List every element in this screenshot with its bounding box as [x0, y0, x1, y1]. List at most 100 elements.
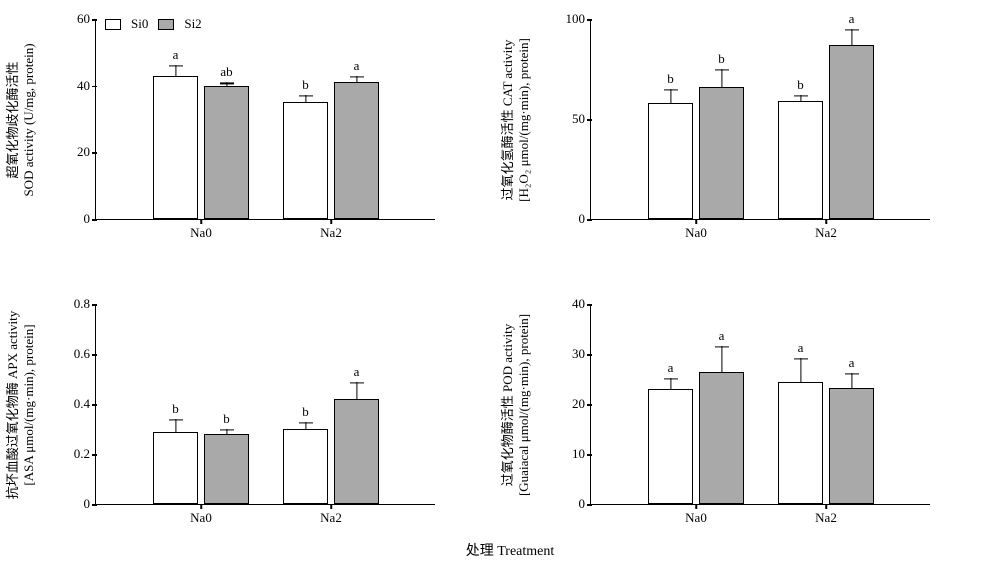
error-cap	[664, 89, 678, 90]
bar-si2	[829, 45, 874, 219]
significance-letter: b	[172, 401, 179, 417]
significance-letter: a	[354, 58, 360, 74]
ytick: 50	[572, 111, 591, 127]
bar-si2	[334, 399, 379, 504]
bar-si2	[829, 388, 874, 505]
error-line	[356, 382, 357, 400]
ytick: 0	[579, 211, 592, 227]
ytick: 0.2	[74, 446, 96, 462]
significance-letter: b	[718, 51, 725, 67]
ytick: 0.8	[74, 296, 96, 312]
xtick-label: Na0	[685, 219, 707, 241]
xtick-label: Na0	[190, 219, 212, 241]
significance-letter: a	[719, 328, 725, 344]
significance-letter: ab	[220, 64, 232, 80]
ytick: 10	[572, 446, 591, 462]
significance-letter: b	[302, 404, 309, 420]
error-line	[721, 69, 722, 87]
error-cap	[169, 419, 183, 420]
bar-si2	[334, 82, 379, 219]
plot-area: 0204060Na0Na2aabba	[95, 20, 435, 220]
error-cap	[350, 382, 364, 383]
xtick-label: Na2	[815, 504, 837, 526]
error-cap	[220, 429, 234, 430]
x-axis-label: 处理 Treatment	[466, 540, 555, 560]
bar-si0	[283, 102, 328, 219]
ytick: 60	[77, 11, 96, 27]
legend: Si0 Si2	[105, 16, 202, 32]
ytick: 0.6	[74, 346, 96, 362]
error-cap	[794, 358, 808, 359]
bar-si0	[153, 76, 198, 219]
error-cap	[299, 95, 313, 96]
ytick: 30	[572, 346, 591, 362]
bar-si2	[699, 372, 744, 505]
panel-apx: 00.20.40.60.8Na0Na2bbba抗坏血酸过氧化物酶 APX act…	[95, 305, 435, 505]
ytick: 20	[572, 396, 591, 412]
error-cap	[715, 69, 729, 70]
error-line	[670, 89, 671, 103]
significance-letter: a	[849, 11, 855, 27]
ytick: 40	[77, 78, 96, 94]
legend-swatch-si0	[105, 19, 121, 30]
legend-swatch-si2	[158, 19, 174, 30]
significance-letter: a	[173, 47, 179, 63]
bar-si0	[778, 382, 823, 505]
significance-letter: b	[797, 77, 804, 93]
error-line	[721, 346, 722, 372]
ytick: 0.4	[74, 396, 96, 412]
xtick-label: Na0	[685, 504, 707, 526]
error-cap	[169, 65, 183, 66]
plot-area: 00.20.40.60.8Na0Na2bbba	[95, 305, 435, 505]
y-axis-label: 超氧化物歧化酶活性SOD activity (U/mg, protein)	[2, 43, 37, 196]
significance-letter: a	[849, 355, 855, 371]
bar-si0	[153, 432, 198, 505]
significance-letter: a	[798, 340, 804, 356]
significance-letter: b	[302, 77, 309, 93]
y-axis-label: 抗坏血酸过氧化物酶 APX activity[ASA μmol/(mg·min)…	[2, 311, 37, 500]
ytick: 20	[77, 144, 96, 160]
plot-area: 050100Na0Na2bbba	[590, 20, 930, 220]
error-cap	[845, 373, 859, 374]
significance-letter: a	[354, 364, 360, 380]
panel-pod: 010203040Na0Na2aaaa过氧化物酶活性 POD activity[…	[590, 305, 930, 505]
error-cap	[794, 95, 808, 96]
panel-sod: 0204060Na0Na2aabba超氧化物歧化酶活性SOD activity …	[95, 20, 435, 220]
xtick-label: Na0	[190, 504, 212, 526]
panel-cat: 050100Na0Na2bbba过氧化氢酶活性 CAT activity[H₂O…	[590, 20, 930, 220]
bar-si0	[283, 429, 328, 504]
error-line	[851, 373, 852, 388]
error-line	[175, 65, 176, 76]
error-cap	[299, 422, 313, 423]
bar-si2	[204, 86, 249, 219]
error-line	[800, 358, 801, 382]
bar-si2	[204, 434, 249, 504]
y-axis-label: 过氧化物酶活性 POD activity[Guaiacal μmol/(mg·m…	[497, 314, 532, 496]
error-cap	[845, 29, 859, 30]
error-cap	[220, 83, 234, 84]
error-cap	[664, 378, 678, 379]
error-cap	[715, 346, 729, 347]
significance-letter: b	[223, 411, 230, 427]
plot-area: 010203040Na0Na2aaaa	[590, 305, 930, 505]
bar-si0	[778, 101, 823, 219]
xtick-label: Na2	[320, 504, 342, 526]
ytick: 100	[566, 11, 592, 27]
ytick: 40	[572, 296, 591, 312]
significance-letter: b	[667, 71, 674, 87]
xtick-label: Na2	[320, 219, 342, 241]
error-line	[175, 419, 176, 432]
error-line	[670, 378, 671, 389]
legend-label-si0: Si0	[131, 16, 148, 32]
y-axis-label: 过氧化氢酶活性 CAT activity[H₂O₂ μmol/(mg·min),…	[497, 38, 532, 202]
ytick: 0	[84, 496, 97, 512]
bar-si0	[648, 389, 693, 504]
figure-root: 0204060Na0Na2aabba超氧化物歧化酶活性SOD activity …	[0, 0, 1000, 580]
xtick-label: Na2	[815, 219, 837, 241]
legend-label-si2: Si2	[184, 16, 201, 32]
bar-si0	[648, 103, 693, 219]
error-line	[851, 29, 852, 45]
bar-si2	[699, 87, 744, 219]
error-cap	[350, 76, 364, 77]
ytick: 0	[579, 496, 592, 512]
